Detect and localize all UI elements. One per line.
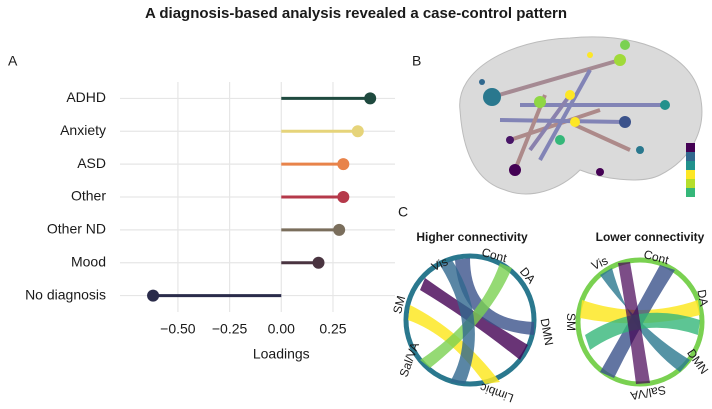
chord-label: Cont (642, 247, 671, 267)
chord-label: DA (694, 288, 711, 307)
y-tick-label: ASD (77, 155, 106, 171)
chord-label: Sal/VA (629, 383, 667, 403)
chord-title: Lower connectivity (596, 230, 705, 244)
y-tick-label: Anxiety (60, 122, 106, 138)
chord-label: Vis (429, 254, 450, 274)
panel-label: C (398, 204, 408, 220)
lollipop-head (351, 125, 364, 138)
lollipop-head (364, 92, 377, 105)
lollipop-head (337, 191, 350, 203)
lollipop-head (333, 223, 346, 236)
x-axis-label: Loadings (253, 346, 310, 362)
figure-title: A diagnosis-based analysis revealed a ca… (145, 5, 567, 22)
y-tick-label: Mood (71, 253, 106, 269)
y-tick-label: No diagnosis (25, 286, 106, 302)
chord-label: SM (390, 294, 408, 315)
chord-label: SM (564, 313, 578, 331)
lollipop-head (147, 289, 160, 302)
x-tick-label: −0.50 (160, 321, 196, 337)
lollipop-chart: −0.50 −0.25 0.00 0.25 Loadings ADHD Anxiety ASD… (25, 82, 395, 362)
chord-label: Vis (589, 253, 610, 273)
y-tick-label: ADHD (66, 89, 106, 105)
panel-label: B (412, 53, 421, 69)
x-tick-label: 0.00 (268, 321, 295, 337)
lollipop-head (337, 158, 350, 171)
lollipop-head (312, 256, 325, 269)
chord-title: Higher connectivity (416, 230, 528, 244)
chord-diagram (403, 253, 705, 387)
chord-label: DMN (538, 317, 557, 346)
x-tick-label: 0.25 (319, 321, 346, 337)
panel-label: A (8, 53, 18, 69)
chord-label: Cont (480, 245, 509, 265)
y-tick-label: Other ND (47, 221, 106, 237)
brain-illustration (459, 36, 703, 197)
x-tick-label: −0.25 (212, 321, 248, 337)
chord-label: Limbic (478, 380, 515, 404)
y-tick-label: Other (71, 188, 106, 204)
